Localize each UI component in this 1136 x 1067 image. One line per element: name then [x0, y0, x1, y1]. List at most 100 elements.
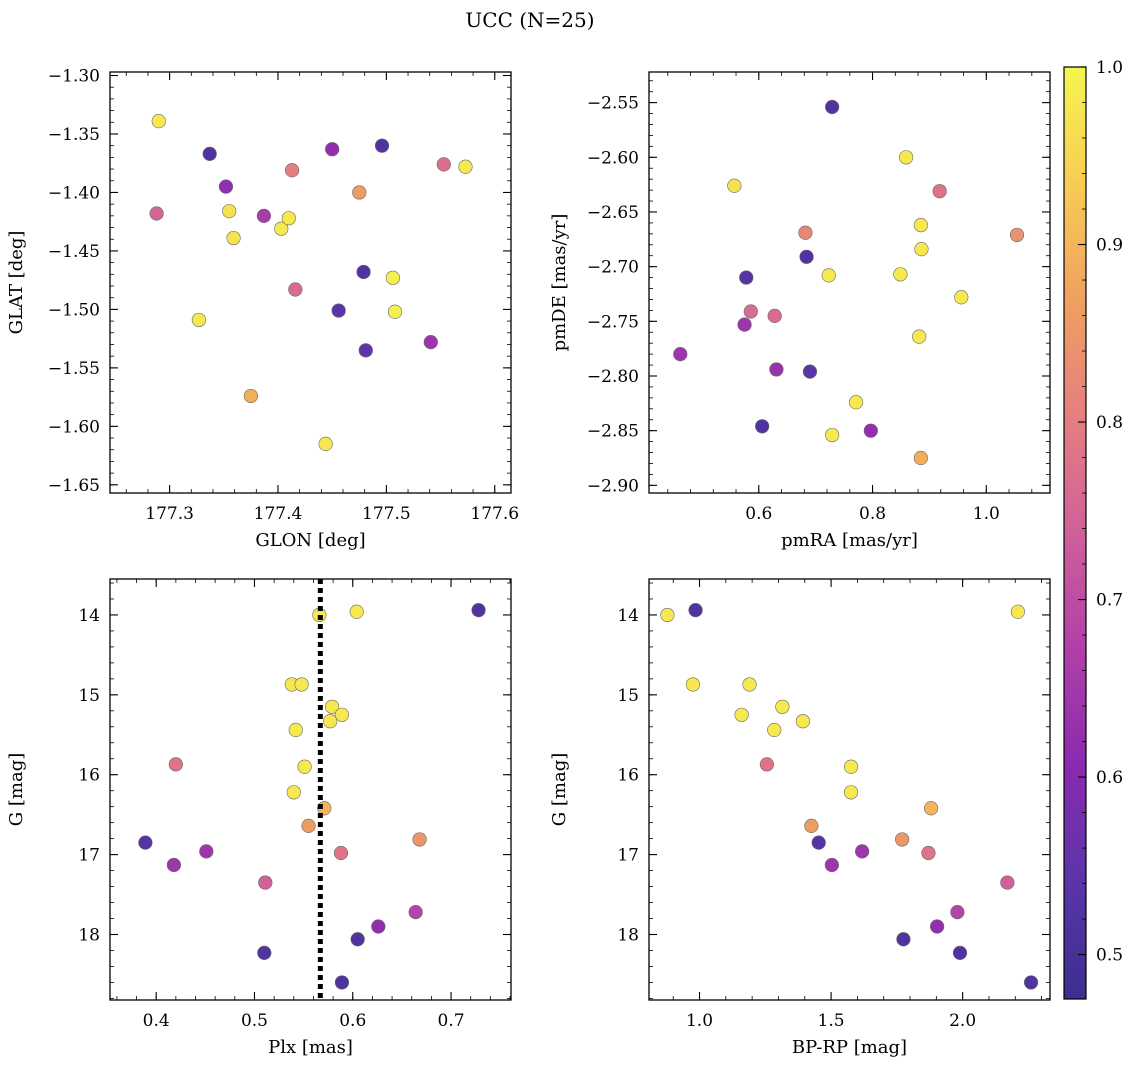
scatter-point: [423, 335, 438, 350]
scatter-point: [358, 343, 373, 358]
scatter-point: [1023, 975, 1039, 990]
colorbar-gradient: [1063, 66, 1087, 1000]
scatter-point: [243, 388, 258, 404]
x-tick-label: 177.3: [145, 504, 194, 524]
scatter-point: [755, 419, 770, 434]
scatter-point: [356, 264, 371, 280]
scatter-point: [257, 945, 272, 960]
scatter-point: [371, 919, 386, 934]
scatter-point: [742, 677, 757, 692]
x-tick-label: 2.0: [949, 1011, 976, 1031]
axes-frame: [109, 71, 512, 494]
x-tick-label: 0.7: [438, 1011, 465, 1031]
y-tick-label: −2.60: [587, 148, 639, 168]
scatter-point: [804, 818, 819, 833]
scatter-point: [767, 722, 782, 738]
scatter-point: [932, 184, 947, 199]
scatter-point: [923, 801, 939, 816]
scatter-point: [374, 138, 390, 153]
scatter-point: [385, 270, 400, 285]
scatter-point: [848, 395, 864, 410]
scatter-point: [387, 304, 403, 319]
x-axis-label: BP-RP [mag]: [792, 1037, 907, 1058]
scatter-point: [408, 905, 423, 920]
y-tick-label: −1.40: [48, 183, 100, 203]
scatter-point: [318, 436, 333, 451]
scatter-panel-1: 177.3 177.4 177.5 177.6 −1.30 −1.35 −1.40 −1.45…: [6, 67, 519, 551]
scatter-point: [333, 845, 349, 861]
scatter-point: [1000, 875, 1015, 890]
scatter-point: [286, 785, 301, 800]
scatter-point: [325, 142, 340, 157]
colorbar-tick-label: 1.0: [1096, 58, 1123, 78]
scatter-point: [734, 707, 749, 722]
x-axis-label: pmRA [mas/yr]: [781, 530, 918, 551]
scatter-point: [218, 179, 234, 194]
x-tick-label: 177.5: [362, 504, 411, 524]
x-tick-label: 1.0: [686, 1011, 713, 1031]
scatter-point: [743, 304, 758, 319]
y-tick-label: 15: [617, 686, 639, 706]
scatter-panel-2: 0.6 0.8 1.0 −2.55 −2.60 −2.65 −2.70 −2.75 −2.80 −…: [549, 71, 1051, 551]
scatter-point: [274, 221, 289, 236]
scatter-point: [802, 364, 818, 379]
scatter-point: [798, 225, 813, 240]
scatter-point: [458, 159, 473, 174]
scatter-point: [660, 607, 675, 623]
y-tick-label: 17: [617, 846, 639, 866]
scatter-point: [149, 206, 164, 221]
scatter-point: [688, 603, 703, 618]
scatter-point: [202, 146, 217, 161]
axes-frame: [648, 578, 1051, 1001]
scatter-point: [323, 714, 338, 729]
scatter-point: [950, 905, 965, 920]
scatter-point: [281, 211, 296, 226]
scatter-point: [739, 270, 754, 285]
scatter-point: [843, 759, 859, 774]
y-tick-label: −2.75: [587, 312, 639, 332]
scatter-point: [913, 217, 928, 233]
x-axis-label: Plx [mas]: [268, 1037, 353, 1058]
x-tick-label: 0.6: [339, 1011, 366, 1031]
colorbar-tick-label: 0.6: [1096, 768, 1123, 788]
scatter-point: [288, 722, 303, 738]
scatter-point: [895, 832, 910, 847]
scatter-point: [769, 362, 784, 377]
figure-title: UCC (N=25): [465, 8, 594, 32]
y-tick-label: 18: [78, 925, 100, 945]
scatter-point: [256, 208, 271, 223]
scatter-point: [759, 757, 774, 772]
y-tick-label: 14: [78, 606, 100, 626]
scatter-point: [151, 114, 166, 129]
y-tick-label: 14: [617, 606, 639, 626]
scatter-point: [334, 975, 350, 990]
y-tick-label: 16: [78, 766, 100, 786]
colorbar: 0.5 0.6 0.7 0.8 0.9 1.0: [1063, 58, 1123, 1000]
colorbar-tick-label: 0.8: [1096, 413, 1123, 433]
scatter-point: [898, 150, 914, 165]
scatter-point: [825, 99, 840, 115]
y-tick-label: −2.80: [587, 367, 639, 387]
scatter-point: [412, 832, 427, 847]
y-tick-label: −1.35: [48, 125, 100, 145]
colorbar-tick-label: 0.9: [1096, 236, 1123, 256]
scatter-point: [258, 875, 273, 890]
scatter-point: [952, 945, 968, 960]
scatter-point: [954, 290, 969, 305]
colorbar-tick-label: 0.5: [1096, 946, 1123, 966]
scatter-point: [673, 347, 688, 362]
scatter-point: [893, 267, 908, 282]
data-layer: [138, 579, 486, 1000]
y-axis-label: pmDE [mas/yr]: [549, 214, 570, 352]
scatter-point: [334, 707, 350, 722]
scatter-panel-4: 1.0 1.5 2.0 14 15 16 17 18 BP-RP [mag] G [mag]: [549, 578, 1051, 1058]
scatter-point: [199, 844, 214, 859]
scatter-point: [222, 204, 237, 219]
scatter-point: [825, 427, 840, 443]
axes-frame: [648, 71, 1051, 494]
scatter-point: [912, 329, 927, 344]
y-tick-label: −2.65: [587, 203, 639, 223]
y-tick-label: −2.55: [587, 94, 639, 114]
scatter-point: [436, 157, 451, 172]
